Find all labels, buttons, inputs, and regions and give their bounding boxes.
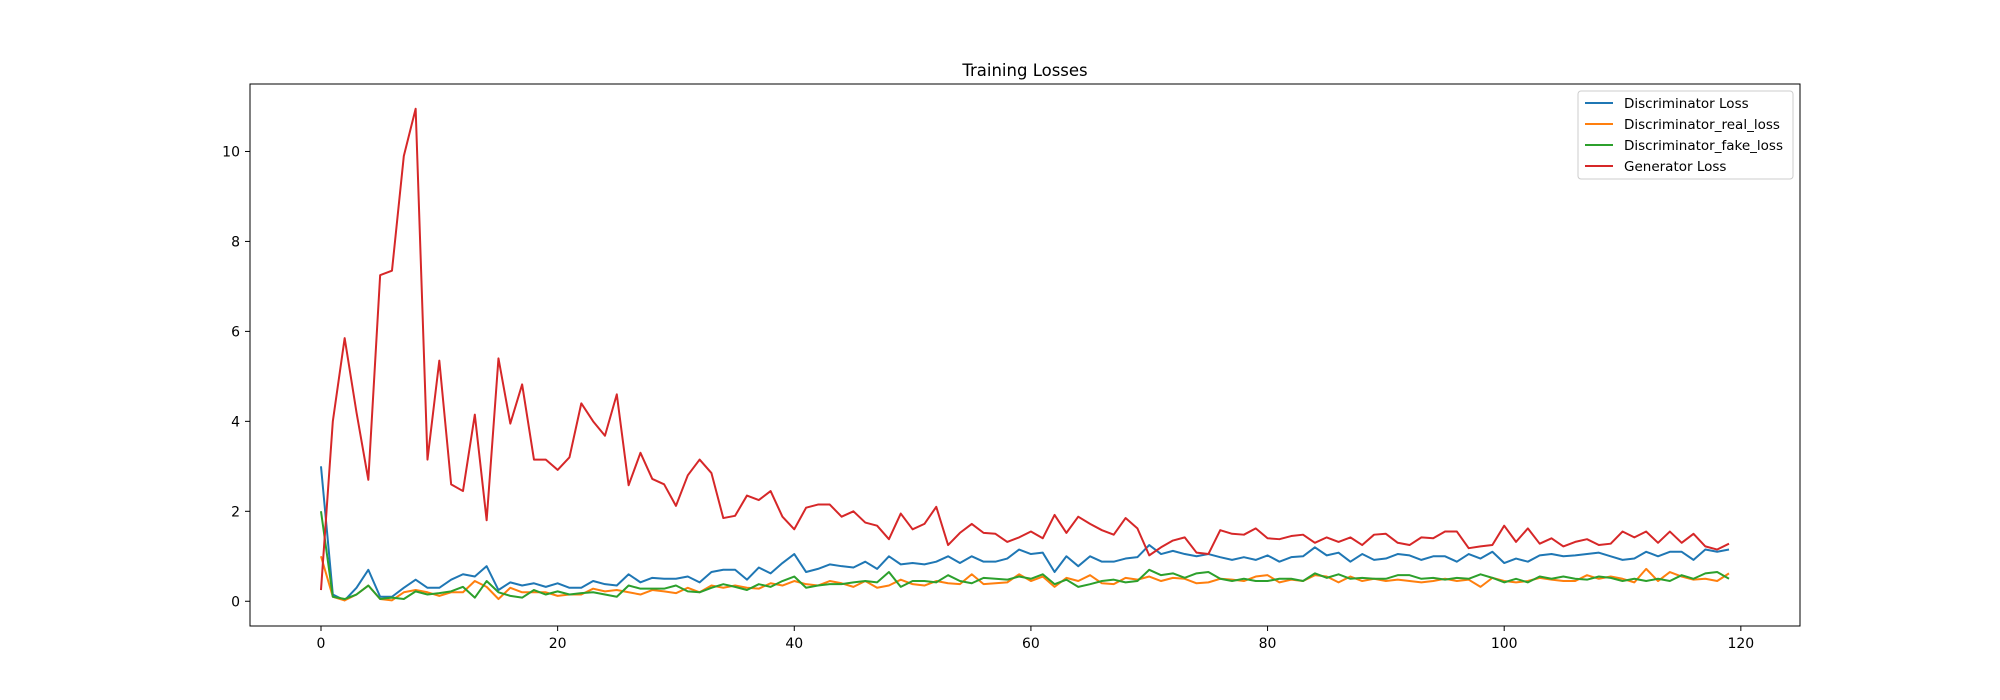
x-tick-label: 100 bbox=[1491, 636, 1518, 652]
legend-box bbox=[1577, 90, 1794, 180]
chart-title: Training Losses bbox=[961, 61, 1087, 80]
legend-item-1: Discriminator_real_loss bbox=[1585, 117, 1780, 133]
plot-frame bbox=[249, 83, 1801, 627]
legend-items: Discriminator Loss Discriminator_real_los… bbox=[1585, 96, 1783, 175]
axes-layer: 0 20 40 60 80 100 120 0 2 4 6 8 10 bbox=[222, 144, 1754, 652]
series-line bbox=[319, 511, 1730, 601]
x-tick-label: 20 bbox=[549, 636, 567, 652]
y-tick-label: 2 bbox=[231, 504, 240, 520]
legend-label: Discriminator_real_loss bbox=[1624, 117, 1780, 133]
y-tick-label: 0 bbox=[231, 594, 240, 610]
legend: Discriminator Loss Discriminator_real_los… bbox=[1577, 90, 1794, 180]
legend-item-2: Discriminator_fake_loss bbox=[1585, 138, 1783, 154]
series-layer bbox=[319, 107, 1730, 602]
legend-label: Discriminator Loss bbox=[1624, 96, 1749, 112]
series-0 bbox=[319, 466, 1730, 602]
legend-label: Generator Loss bbox=[1624, 159, 1726, 175]
y-tick-label: 10 bbox=[222, 144, 240, 160]
legend-item-3: Generator Loss bbox=[1585, 159, 1726, 175]
legend-label: Discriminator_fake_loss bbox=[1624, 138, 1783, 154]
series-2 bbox=[319, 511, 1730, 601]
x-tick-label: 0 bbox=[317, 636, 326, 652]
y-tick-label: 6 bbox=[231, 324, 240, 340]
series-line bbox=[319, 107, 1730, 591]
legend-item-0: Discriminator Loss bbox=[1585, 96, 1749, 112]
y-tick-label: 4 bbox=[231, 414, 240, 430]
y-tick-label: 8 bbox=[231, 234, 240, 250]
x-tick-label: 80 bbox=[1259, 636, 1277, 652]
x-tick-label: 40 bbox=[785, 636, 803, 652]
x-tick-label: 120 bbox=[1727, 636, 1754, 652]
series-line bbox=[319, 466, 1730, 602]
series-3 bbox=[319, 107, 1730, 591]
x-tick-label: 60 bbox=[1022, 636, 1040, 652]
